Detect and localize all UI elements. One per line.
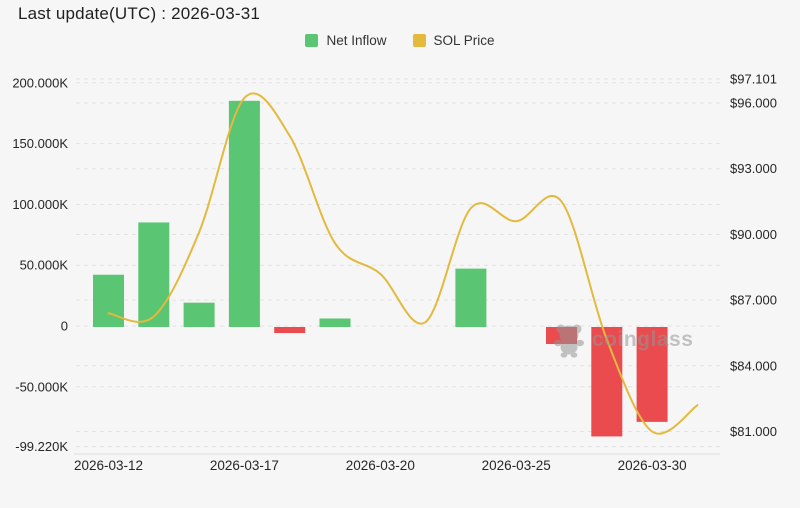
left-axis-tick-150.000K: 150.000K: [12, 136, 68, 151]
left-axis-tick-50.000K: 50.000K: [20, 258, 69, 273]
bar-2026-03-18[interactable]: [274, 327, 306, 334]
bar-2026-03-26[interactable]: [546, 327, 577, 345]
left-axis-tick-200.000K: 200.000K: [12, 75, 68, 90]
sol-price-swatch-icon: [412, 34, 426, 47]
right-axis-tick-$84.000: $84.000: [730, 358, 777, 373]
left-axis-tick-0: 0: [61, 319, 68, 334]
bar-2026-03-13[interactable]: [138, 222, 170, 327]
right-axis-tick-$81.000: $81.000: [730, 424, 777, 439]
legend-label-sol-price: SOL Price: [433, 33, 495, 48]
right-axis-tick-$87.000: $87.000: [730, 293, 777, 308]
bar-2026-03-27[interactable]: [591, 327, 623, 437]
bar-2026-03-16[interactable]: [183, 302, 215, 327]
net-inflow-swatch-icon: [305, 34, 319, 47]
chart-legend: Net Inflow SOL Price: [0, 33, 800, 48]
x-axis-tick-2026-03-17: 2026-03-17: [210, 458, 279, 473]
bar-2026-03-17[interactable]: [228, 100, 260, 327]
legend-item-net-inflow[interactable]: Net Inflow: [305, 33, 387, 48]
bar-2026-03-19[interactable]: [319, 318, 351, 327]
right-axis-tick-$97.101: $97.101: [730, 71, 777, 86]
legend-item-sol-price[interactable]: SOL Price: [412, 33, 495, 48]
right-axis-tick-$90.000: $90.000: [730, 227, 777, 242]
left-axis-tick--99.220K: -99.220K: [15, 439, 68, 454]
page-title: Last update(UTC) : 2026-03-31: [18, 4, 261, 23]
x-axis-tick-2026-03-12: 2026-03-12: [74, 458, 143, 473]
bar-2026-03-24[interactable]: [455, 268, 487, 327]
right-axis-tick-$93.000: $93.000: [730, 161, 777, 176]
sol-price-line[interactable]: [107, 92, 699, 435]
x-axis-tick-2026-03-20: 2026-03-20: [346, 458, 415, 473]
bar-2026-03-30[interactable]: [636, 327, 668, 422]
bar-2026-03-12[interactable]: [93, 274, 124, 327]
right-axis-tick-$96.000: $96.000: [730, 96, 777, 111]
x-axis-tick-2026-03-25: 2026-03-25: [482, 458, 551, 473]
x-axis-tick-2026-03-30: 2026-03-30: [618, 458, 687, 473]
left-axis-tick-100.000K: 100.000K: [12, 197, 68, 212]
legend-label-net-inflow: Net Inflow: [326, 33, 387, 48]
left-axis-tick--50.000K: -50.000K: [15, 379, 68, 394]
